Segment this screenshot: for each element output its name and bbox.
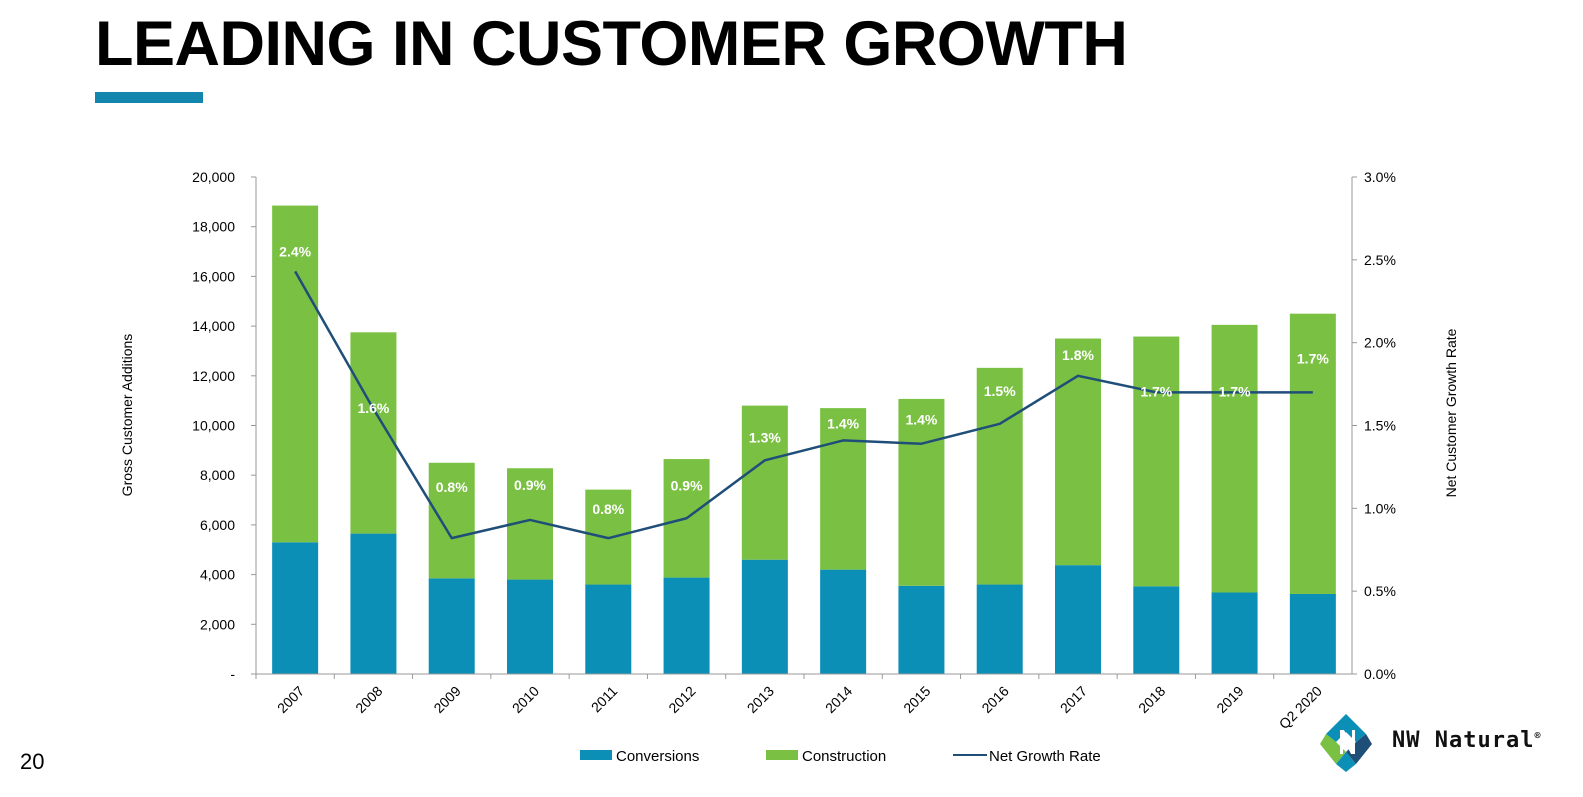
bar-conversions xyxy=(350,533,397,674)
bar-construction xyxy=(1133,336,1180,587)
bar-conversions xyxy=(976,584,1023,674)
bar-construction xyxy=(898,398,945,586)
net-growth-data-label: 0.9% xyxy=(514,477,546,493)
bar-conversions xyxy=(663,577,710,674)
bar-conversions xyxy=(1289,593,1336,674)
net-growth-data-label: 1.7% xyxy=(1140,383,1172,399)
bar-conversions xyxy=(1211,592,1258,674)
y-left-tick-label: 4,000 xyxy=(200,567,235,583)
net-growth-rate-line xyxy=(294,270,1313,540)
net-growth-data-label: 1.4% xyxy=(905,412,937,428)
bar-construction xyxy=(820,408,867,570)
net-growth-data-label: 0.9% xyxy=(671,477,703,493)
x-tick-label: 2014 xyxy=(822,683,855,716)
nw-natural-logo-icon xyxy=(1320,714,1372,772)
y-right-tick-label: 2.5% xyxy=(1364,252,1396,268)
brand-name-text: NW Natural xyxy=(1392,728,1535,753)
bar-construction xyxy=(1211,324,1258,593)
y-left-tick-label: 20,000 xyxy=(192,169,235,185)
y-left-tick-label: 16,000 xyxy=(192,268,235,284)
net-growth-data-label: 1.7% xyxy=(1297,350,1329,366)
y-right-tick-label: 0.0% xyxy=(1364,666,1396,682)
y-left-tick-label: 12,000 xyxy=(192,368,235,384)
bar-conversions xyxy=(428,578,475,674)
legend-label-conversions: Conversions xyxy=(616,748,699,765)
bar-conversions xyxy=(898,585,945,674)
bar-conversions xyxy=(272,542,319,674)
x-tick-label: 2016 xyxy=(978,683,1011,716)
y-right-tick-label: 2.0% xyxy=(1364,335,1396,351)
x-tick-label: 2015 xyxy=(900,683,933,716)
legend-label-net-growth-rate: Net Growth Rate xyxy=(989,748,1101,765)
net-growth-data-label: 0.8% xyxy=(436,479,468,495)
bar-conversions xyxy=(741,559,788,674)
title-accent-bar xyxy=(95,92,203,103)
bar-construction xyxy=(1289,313,1336,594)
y-left-tick-label: 10,000 xyxy=(192,418,235,434)
x-tick-label: 2017 xyxy=(1057,683,1090,716)
x-tick-label: 2009 xyxy=(430,683,463,716)
bar-construction xyxy=(741,405,788,560)
y-left-tick-label: 18,000 xyxy=(192,219,235,235)
x-tick-label: 2008 xyxy=(352,683,385,716)
brand-name: NW Natural® xyxy=(1392,728,1541,753)
y-right-tick-label: 0.5% xyxy=(1364,583,1396,599)
bar-construction xyxy=(1055,338,1101,566)
x-tick-label: 2011 xyxy=(588,683,621,716)
bar-construction xyxy=(976,367,1023,585)
slide-title: LEADING IN CUSTOMER GROWTH xyxy=(95,9,1128,79)
legend-swatch-construction xyxy=(766,750,798,760)
bar-conversions xyxy=(1055,565,1101,674)
y-axis-left-title: Gross Customer Additions xyxy=(119,334,135,497)
legend-swatch-conversions xyxy=(580,750,612,760)
x-tick-label: 2018 xyxy=(1135,683,1168,716)
bar-conversions xyxy=(585,584,632,674)
x-tick-label: 2010 xyxy=(509,683,542,716)
y-axis-right-title: Net Customer Growth Rate xyxy=(1443,328,1459,497)
bar-conversions xyxy=(1133,586,1180,674)
x-tick-label: 2013 xyxy=(744,683,777,716)
y-left-tick-label: 14,000 xyxy=(192,318,235,334)
y-left-tick-label: - xyxy=(230,666,235,682)
bar-construction xyxy=(428,462,475,579)
chart-legend: Conversions Construction Net Growth Rate xyxy=(580,748,1101,765)
bar-conversions xyxy=(507,579,553,674)
x-tick-label: 2007 xyxy=(274,683,307,716)
net-growth-data-label: 1.4% xyxy=(827,415,859,431)
registered-mark: ® xyxy=(1534,730,1542,742)
net-growth-data-label: 1.7% xyxy=(1219,383,1251,399)
bar-conversions xyxy=(820,569,867,674)
y-right-tick-label: 1.5% xyxy=(1364,418,1396,434)
bar-construction xyxy=(350,332,397,534)
y-left-tick-label: 2,000 xyxy=(200,616,235,632)
net-growth-data-label: 2.4% xyxy=(279,243,311,259)
legend-label-construction: Construction xyxy=(802,748,886,765)
y-left-tick-label: 6,000 xyxy=(200,517,235,533)
net-growth-data-label: 1.5% xyxy=(984,383,1016,399)
x-tick-label: 2019 xyxy=(1213,683,1246,716)
bar-construction xyxy=(272,205,319,543)
page-number: 20 xyxy=(20,749,45,774)
net-growth-data-label: 1.8% xyxy=(1062,347,1094,363)
net-growth-data-label: 1.3% xyxy=(749,429,781,445)
y-left-tick-label: 8,000 xyxy=(200,467,235,483)
y-right-tick-label: 1.0% xyxy=(1364,500,1396,516)
net-growth-data-label: 1.6% xyxy=(357,400,389,416)
x-tick-label: 2012 xyxy=(665,683,698,716)
y-right-tick-label: 3.0% xyxy=(1364,169,1396,185)
net-growth-data-label: 0.8% xyxy=(592,501,624,517)
